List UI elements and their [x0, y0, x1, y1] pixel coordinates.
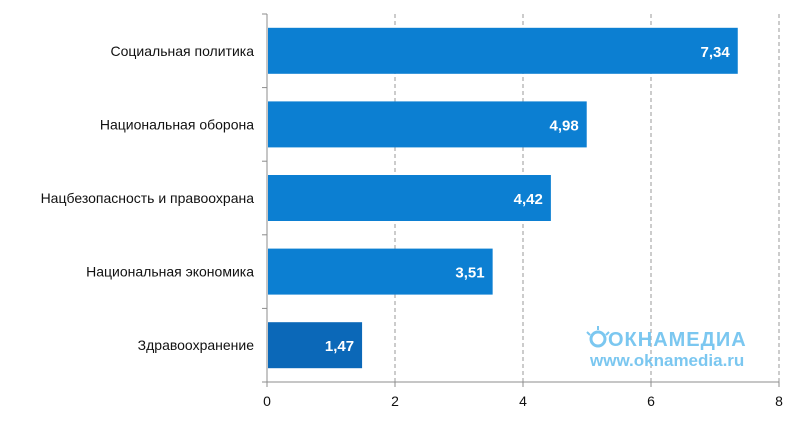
category-labels: Социальная политика Национальная оборона Н…: [41, 43, 255, 353]
x-axis: 0 2 4 6 8: [262, 13, 783, 409]
watermark-url: www.oknamedia.ru: [589, 351, 744, 370]
bar: [268, 27, 738, 74]
bar: [268, 101, 587, 148]
x-tick-label: 0: [263, 393, 271, 409]
data-label: 1,47: [325, 338, 354, 355]
bar: [268, 175, 551, 221]
data-label: 7,34: [701, 44, 731, 61]
category-label: Нацбезопасность и правоохрана: [41, 190, 255, 206]
category-label: Социальная политика: [111, 43, 255, 59]
watermark-logo-text: ОКНАМЕДИА: [608, 329, 747, 351]
data-label: 3,51: [455, 265, 484, 282]
bars: [268, 27, 738, 369]
x-tick-label: 4: [519, 393, 527, 409]
data-label: 4,98: [550, 117, 579, 134]
watermark: ОКНАМЕДИА www.oknamedia.ru: [586, 326, 747, 370]
watermark-logo-icon: [586, 326, 610, 348]
bar: [268, 248, 493, 295]
bar: [268, 322, 363, 369]
category-label: Национальная экономика: [86, 264, 254, 280]
category-label: Национальная оборона: [100, 116, 254, 132]
x-tick-label: 2: [391, 393, 399, 409]
x-tick-label: 8: [775, 393, 783, 409]
x-tick-label: 6: [647, 393, 655, 409]
value-labels: 7,34 4,98 4,42 3,51 1,47: [325, 44, 731, 355]
category-label: Здравоохранение: [138, 337, 255, 353]
data-label: 4,42: [514, 191, 543, 208]
